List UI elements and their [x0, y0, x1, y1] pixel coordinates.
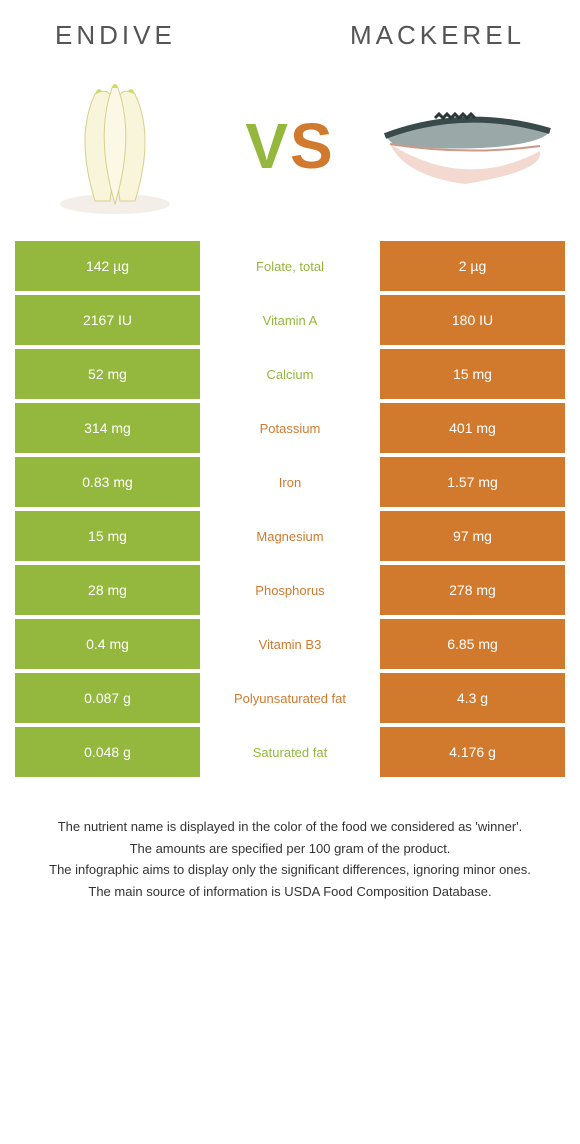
footnote-line: The nutrient name is displayed in the co…: [15, 817, 565, 837]
nutrient-right-value: 15 mg: [380, 349, 565, 399]
header: Endive Mackerel: [15, 20, 565, 51]
nutrient-name: Vitamin A: [200, 295, 380, 345]
nutrient-right-value: 401 mg: [380, 403, 565, 453]
nutrient-name: Vitamin B3: [200, 619, 380, 669]
nutrient-left-value: 142 µg: [15, 241, 200, 291]
images-row: VS: [15, 71, 565, 241]
nutrient-left-value: 0.048 g: [15, 727, 200, 777]
nutrient-name: Saturated fat: [200, 727, 380, 777]
nutrient-table: 142 µgFolate, total2 µg2167 IUVitamin A1…: [15, 241, 565, 777]
nutrient-name: Phosphorus: [200, 565, 380, 615]
footnote-line: The main source of information is USDA F…: [15, 882, 565, 902]
footnote-line: The infographic aims to display only the…: [15, 860, 565, 880]
nutrient-name: Iron: [200, 457, 380, 507]
nutrient-name: Calcium: [200, 349, 380, 399]
footnotes: The nutrient name is displayed in the co…: [15, 817, 565, 901]
nutrient-right-value: 180 IU: [380, 295, 565, 345]
nutrient-left-value: 314 mg: [15, 403, 200, 453]
nutrient-row: 52 mgCalcium15 mg: [15, 349, 565, 399]
nutrient-row: 0.4 mgVitamin B36.85 mg: [15, 619, 565, 669]
nutrient-left-value: 28 mg: [15, 565, 200, 615]
nutrient-right-value: 97 mg: [380, 511, 565, 561]
food-right-title: Mackerel: [350, 20, 525, 51]
vs-s-letter: S: [290, 110, 335, 182]
nutrient-right-value: 6.85 mg: [380, 619, 565, 669]
nutrient-row: 15 mgMagnesium97 mg: [15, 511, 565, 561]
nutrient-left-value: 15 mg: [15, 511, 200, 561]
nutrient-right-value: 2 µg: [380, 241, 565, 291]
food-left-title: Endive: [55, 20, 176, 51]
nutrient-name: Magnesium: [200, 511, 380, 561]
infographic-container: Endive Mackerel VS: [0, 0, 580, 923]
nutrient-name: Folate, total: [200, 241, 380, 291]
nutrient-row: 0.83 mgIron1.57 mg: [15, 457, 565, 507]
nutrient-left-value: 0.83 mg: [15, 457, 200, 507]
nutrient-right-value: 1.57 mg: [380, 457, 565, 507]
nutrient-row: 2167 IUVitamin A180 IU: [15, 295, 565, 345]
nutrient-name: Potassium: [200, 403, 380, 453]
nutrient-row: 0.048 gSaturated fat4.176 g: [15, 727, 565, 777]
nutrient-right-value: 278 mg: [380, 565, 565, 615]
endive-image: [25, 71, 205, 221]
nutrient-left-value: 0.4 mg: [15, 619, 200, 669]
nutrient-left-value: 0.087 g: [15, 673, 200, 723]
vs-label: VS: [245, 109, 334, 183]
nutrient-row: 0.087 gPolyunsaturated fat4.3 g: [15, 673, 565, 723]
nutrient-row: 28 mgPhosphorus278 mg: [15, 565, 565, 615]
nutrient-row: 314 mgPotassium401 mg: [15, 403, 565, 453]
nutrient-left-value: 52 mg: [15, 349, 200, 399]
nutrient-right-value: 4.176 g: [380, 727, 565, 777]
footnote-line: The amounts are specified per 100 gram o…: [15, 839, 565, 859]
mackerel-image: [375, 71, 555, 221]
vs-v-letter: V: [245, 110, 290, 182]
nutrient-name: Polyunsaturated fat: [200, 673, 380, 723]
nutrient-right-value: 4.3 g: [380, 673, 565, 723]
nutrient-row: 142 µgFolate, total2 µg: [15, 241, 565, 291]
nutrient-left-value: 2167 IU: [15, 295, 200, 345]
